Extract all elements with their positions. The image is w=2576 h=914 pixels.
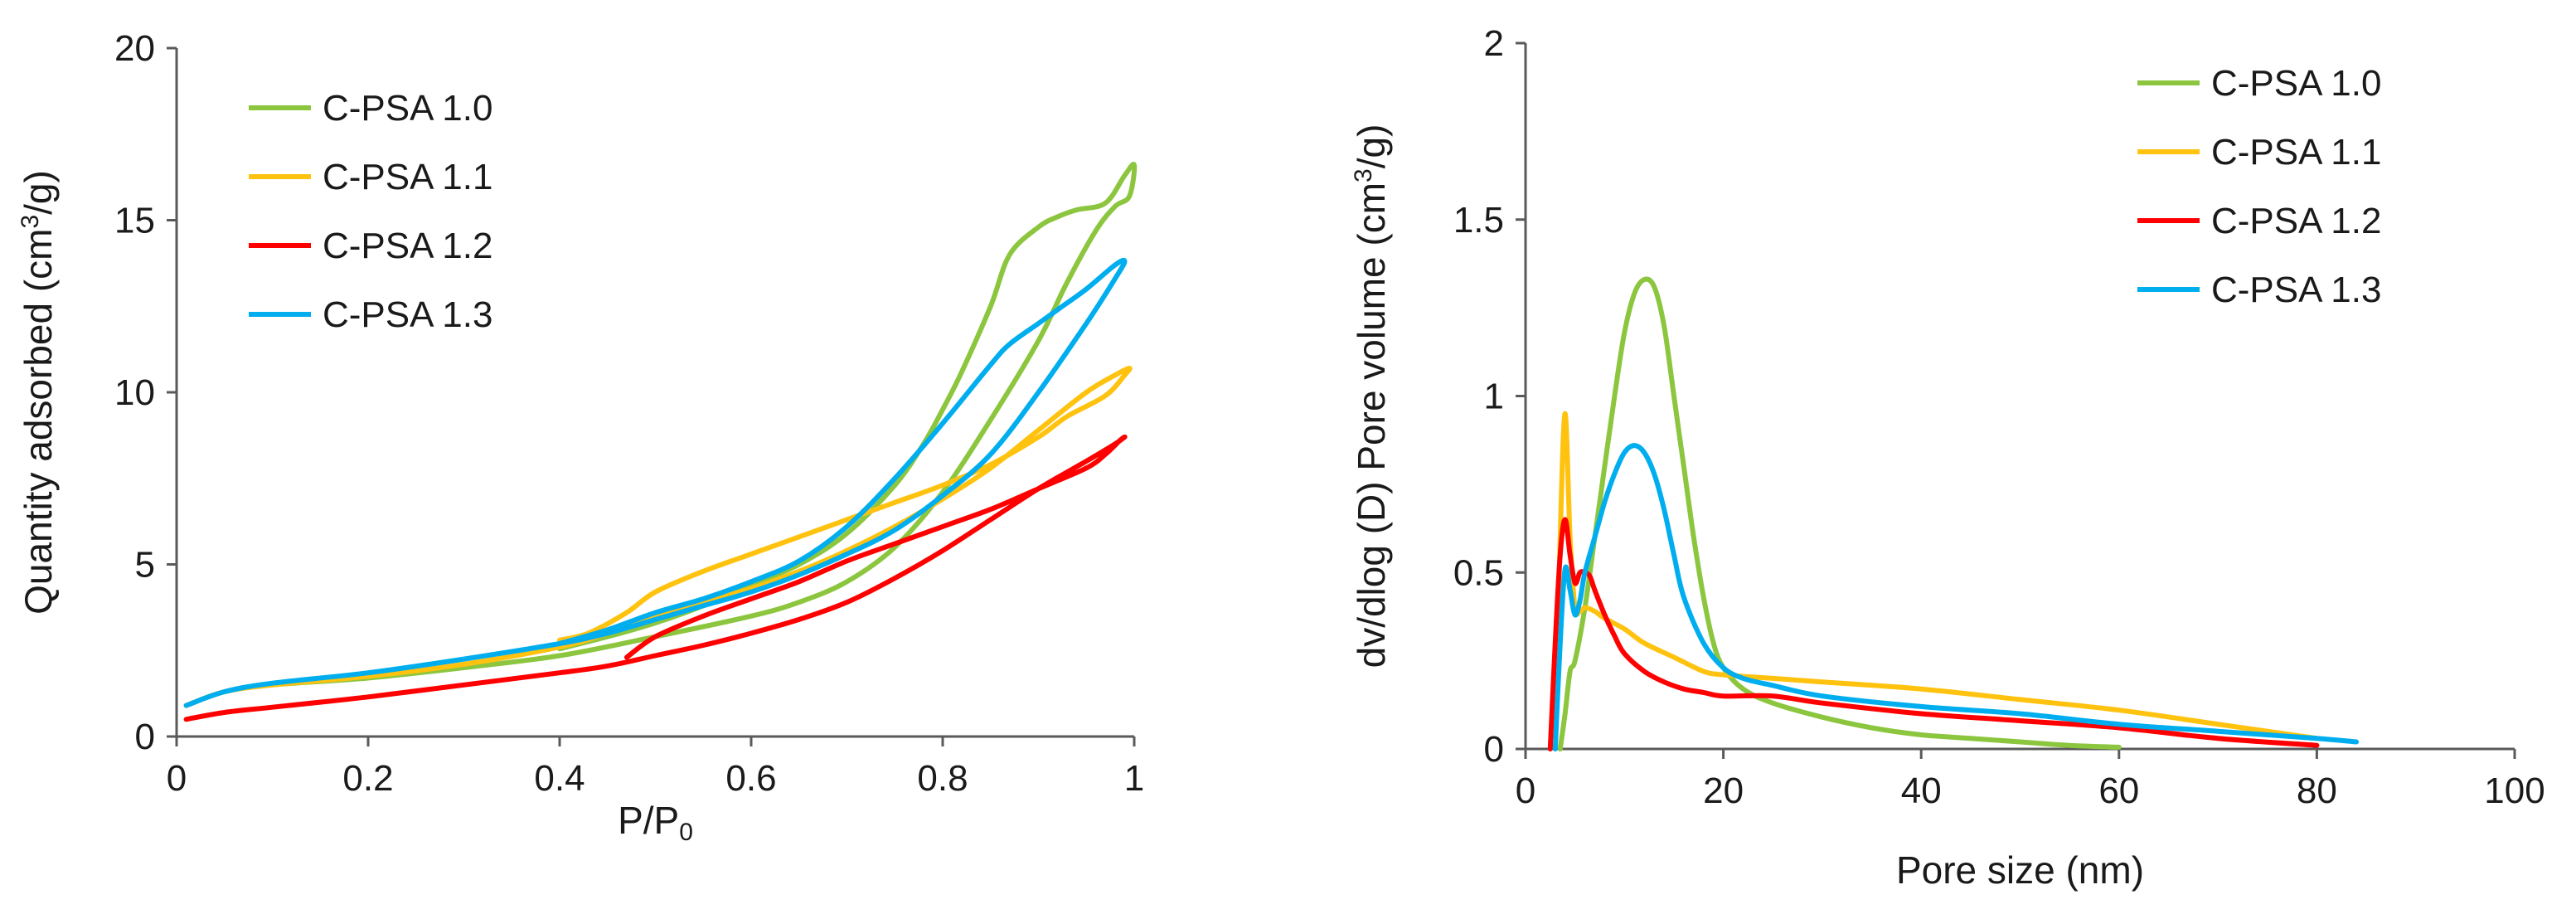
y-axis-title-unit: /g) (17, 170, 60, 215)
y-tick-label: 5 (135, 545, 155, 586)
x-tick-label: 0.8 (917, 758, 968, 799)
y-tick-label: 0 (135, 717, 155, 757)
y-axis-title-main: dv/dlog (D) Pore volume (cm (1350, 182, 1393, 668)
x-tick-label: 1 (1124, 758, 1144, 799)
y-tick-label: 20 (114, 28, 155, 69)
y-tick-label: 0 (1484, 729, 1504, 770)
legend: C-PSA 1.0 C-PSA 1.1 C-PSA 1.2 C-PSA 1.3 (2137, 63, 2381, 310)
series-line-0 (1557, 276, 2122, 751)
legend-label: C-PSA 1.0 (2211, 63, 2381, 104)
legend-label: C-PSA 1.2 (323, 226, 492, 266)
x-tick-label: 80 (2297, 771, 2337, 811)
series-line-2 (183, 434, 1128, 722)
x-tick-label: 0.2 (342, 758, 393, 799)
y-tick-label: 2 (1484, 23, 1504, 64)
y-tick-label: 1.5 (1453, 200, 1504, 241)
x-tick-label: 0.4 (534, 758, 585, 799)
legend-label: C-PSA 1.1 (2211, 132, 2381, 173)
legend-label: C-PSA 1.3 (2211, 270, 2381, 310)
x-tick-label: 40 (1901, 771, 1942, 811)
legend: C-PSA 1.0 C-PSA 1.1 C-PSA 1.2 C-PSA 1.3 (249, 88, 492, 335)
x-tick-label: 20 (1703, 771, 1744, 811)
legend-label: C-PSA 1.3 (323, 294, 492, 335)
y-tick-label: 0.5 (1453, 552, 1504, 593)
x-tick-label: 0 (167, 758, 187, 799)
series-line-3 (183, 257, 1128, 708)
x-axis-title-main: Pore size (nm) (1896, 848, 2144, 892)
y-tick-label: 15 (114, 201, 155, 241)
legend-label: C-PSA 1.2 (2211, 201, 2381, 241)
series-line-1 (183, 366, 1133, 708)
y-axis-title-main: Quantity adsorbed (cm (17, 229, 60, 615)
x-axis-title-main: P/P (618, 799, 679, 842)
x-tick-label: 0 (1516, 771, 1535, 811)
series-line-2 (1547, 517, 2320, 751)
legend-label: C-PSA 1.0 (323, 88, 492, 129)
y-axis-title: Quantity adsorbed (cm3/g) (17, 170, 60, 615)
y-tick-label: 10 (114, 372, 155, 413)
y-tick-label: 1 (1484, 377, 1504, 417)
series-line-3 (1552, 443, 2360, 751)
y-axis-title-superscript: 3 (17, 215, 44, 229)
legend-label: C-PSA 1.1 (323, 157, 492, 197)
x-axis-title: Pore size (nm) (1896, 848, 2144, 892)
x-tick-label: 60 (2098, 771, 2139, 811)
x-axis-title: P/P0 (618, 799, 693, 846)
y-axis-title-unit: /g) (1350, 124, 1393, 169)
series-line-1 (1552, 411, 2320, 741)
x-axis-title-subscript: 0 (679, 819, 693, 846)
y-axis-title: dv/dlog (D) Pore volume (cm3/g) (1350, 124, 1393, 668)
x-tick-label: 0.6 (725, 758, 776, 799)
series-line-0 (183, 162, 1138, 708)
x-tick-label: 100 (2484, 771, 2544, 811)
y-axis-title-superscript: 3 (1350, 168, 1377, 182)
